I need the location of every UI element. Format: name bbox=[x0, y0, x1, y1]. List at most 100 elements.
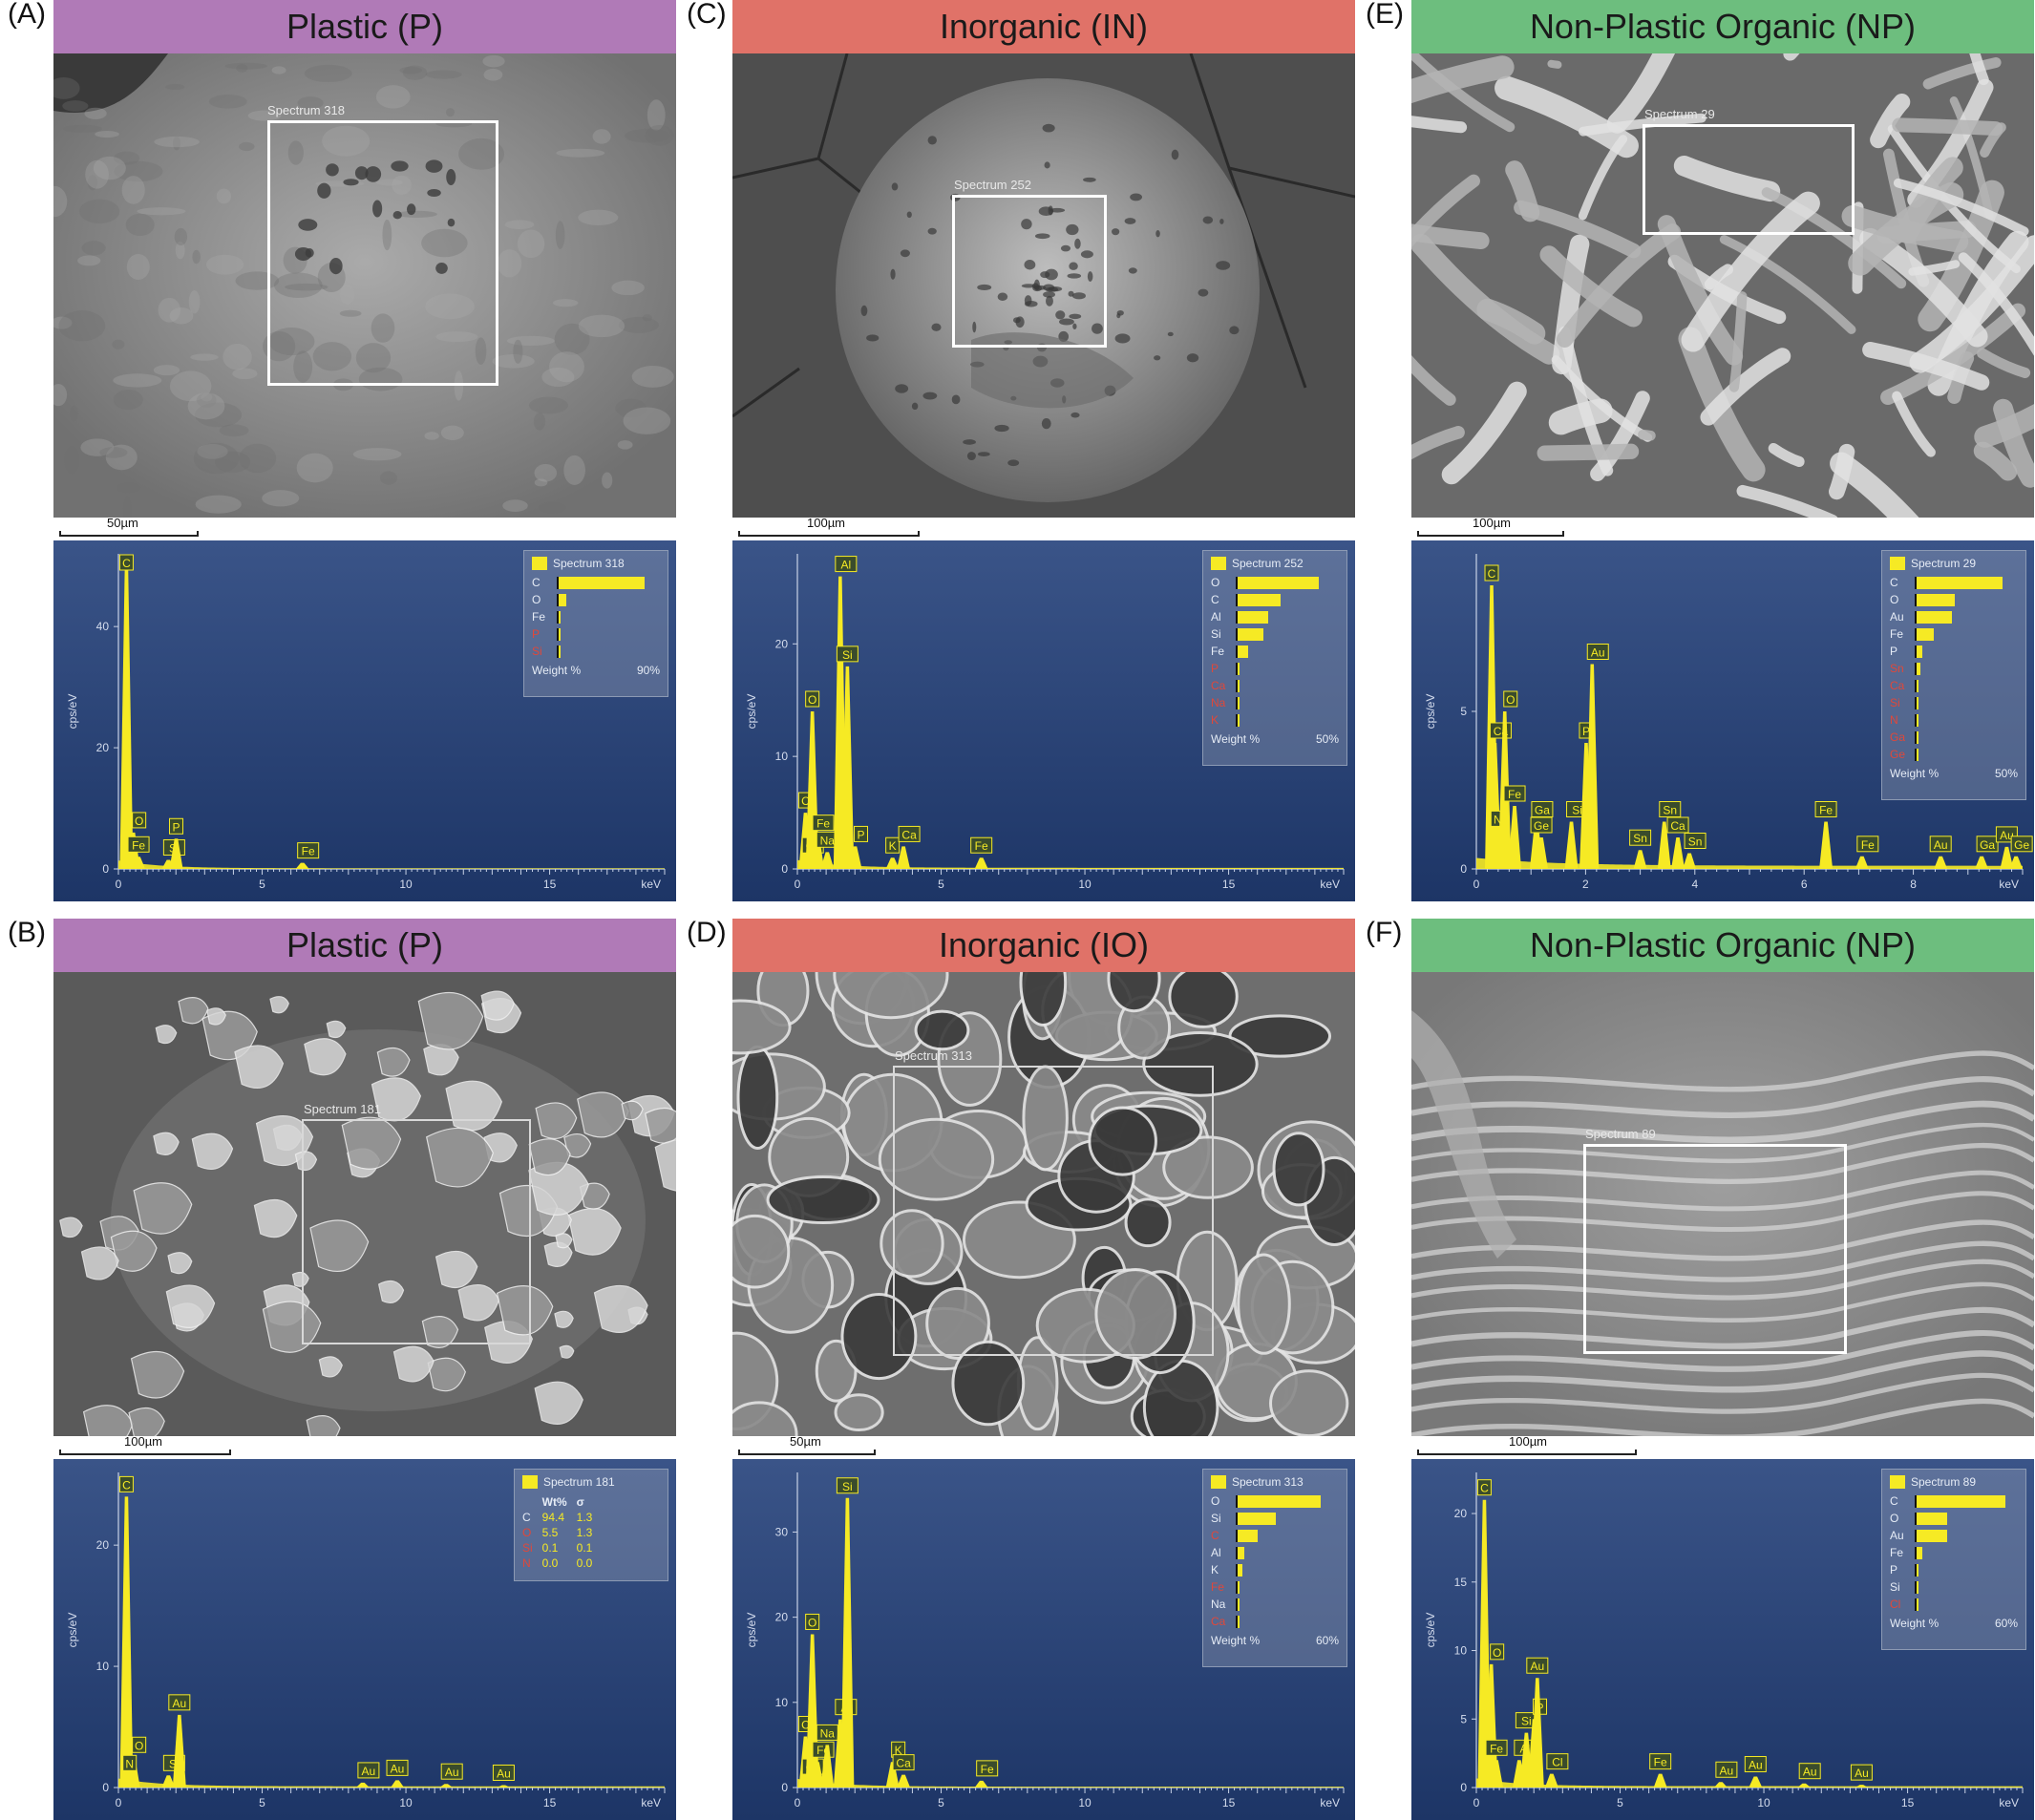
svg-text:C: C bbox=[801, 794, 810, 808]
panel-e: (E) Non-Plastic Organic (NP) Spectrum 29… bbox=[1366, 0, 2034, 901]
peak-label: Ca bbox=[1489, 722, 1512, 739]
x-axis-label: keV bbox=[1999, 1796, 2019, 1809]
peak-label: Na bbox=[816, 831, 838, 848]
peak-label: Au bbox=[1744, 1756, 1767, 1773]
y-axis-label: cps/eV bbox=[66, 694, 79, 730]
x-tick-label: 0 bbox=[116, 878, 122, 891]
panel-banner: Non-Plastic Organic (NP) bbox=[1411, 0, 2034, 53]
svg-text:C: C bbox=[122, 557, 131, 570]
x-tick-label: 15 bbox=[1901, 1796, 1915, 1809]
svg-text:Au: Au bbox=[1934, 838, 1948, 852]
panel-a: (A) Plastic (P) Spectrum 318 50µm 0 20 40 0… bbox=[8, 0, 676, 901]
peak-label: Au bbox=[168, 1694, 191, 1711]
x-tick-label: 5 bbox=[1617, 1796, 1623, 1809]
svg-text:Si: Si bbox=[1572, 804, 1582, 817]
legend-bar bbox=[1917, 1494, 2006, 1508]
svg-text:Fe: Fe bbox=[1819, 804, 1833, 817]
legend-footer-label: Weight % bbox=[532, 664, 582, 677]
panel-banner: Inorganic (IN) bbox=[732, 0, 1355, 53]
scale-bar-label: 50µm bbox=[107, 516, 138, 530]
svg-text:Au: Au bbox=[1749, 1759, 1763, 1772]
peak-label: Ca bbox=[898, 825, 921, 842]
svg-text:Au: Au bbox=[172, 1697, 186, 1710]
svg-text:K: K bbox=[889, 839, 897, 853]
spectrum-peak bbox=[811, 1762, 825, 1788]
svg-text:Sn: Sn bbox=[1633, 832, 1647, 845]
legend-bar bbox=[559, 593, 567, 606]
legend-title: Spectrum 89 bbox=[1911, 1475, 1977, 1489]
peak-label: Au bbox=[1586, 644, 1609, 660]
svg-text:O: O bbox=[808, 1616, 816, 1629]
legend-row: C bbox=[1882, 1492, 2025, 1510]
spectrum-peak bbox=[119, 1496, 134, 1788]
legend-row: Si bbox=[524, 643, 668, 660]
x-tick-label: 8 bbox=[1910, 878, 1917, 891]
x-tick-label: 15 bbox=[543, 878, 557, 891]
spectrum-peak bbox=[355, 1782, 370, 1788]
legend-bar bbox=[1238, 645, 1248, 658]
x-tick-label: 5 bbox=[259, 1796, 265, 1809]
eds-spectrum: 0102030051015cps/eVkeVCCaOFeNaAlSiKCaFeS… bbox=[732, 1459, 1355, 1820]
svg-text:Na: Na bbox=[820, 1726, 836, 1740]
roi-box bbox=[893, 1066, 1214, 1356]
svg-text:P: P bbox=[1582, 725, 1590, 738]
peak-label: Na bbox=[816, 1724, 838, 1741]
x-axis-label: keV bbox=[1320, 1796, 1340, 1809]
svg-text:Fe: Fe bbox=[1654, 1756, 1667, 1769]
roi-label: Spectrum 318 bbox=[267, 103, 345, 117]
legend-row: C bbox=[1882, 574, 2025, 591]
x-tick-label: 0 bbox=[116, 1796, 122, 1809]
eds-legend: Spectrum 252 O C Al Si Fe P Ca Na K Weight % 50% bbox=[1202, 550, 1347, 766]
peak-label: Fe bbox=[297, 842, 320, 859]
x-tick-label: 5 bbox=[938, 878, 944, 891]
spectrum-peak bbox=[1797, 1783, 1812, 1788]
y-tick-label: 20 bbox=[775, 637, 789, 650]
panel-banner: Non-Plastic Organic (NP) bbox=[1411, 919, 2034, 972]
legend-bar bbox=[1917, 748, 1918, 761]
svg-text:Sn: Sn bbox=[1663, 804, 1677, 817]
roi-label: Spectrum 89 bbox=[1585, 1127, 1656, 1141]
y-axis-label: cps/eV bbox=[1424, 694, 1437, 730]
spectrum-peak bbox=[1633, 850, 1647, 869]
spectrum-peak bbox=[811, 835, 825, 869]
legend-row: O bbox=[1203, 1492, 1346, 1510]
legend-bar bbox=[1917, 1546, 1923, 1559]
peak-label: Fe bbox=[812, 815, 835, 832]
spectrum-peak bbox=[885, 1762, 900, 1788]
legend-title: Spectrum 313 bbox=[1232, 1475, 1304, 1489]
svg-text:O: O bbox=[135, 815, 143, 828]
spectrum-peak bbox=[1530, 1678, 1544, 1788]
legend-title: Spectrum 29 bbox=[1911, 557, 1977, 570]
svg-text:Au: Au bbox=[1530, 1660, 1544, 1673]
spectrum-peak bbox=[1683, 853, 1697, 869]
legend-title: Spectrum 181 bbox=[543, 1475, 615, 1489]
svg-text:Cl: Cl bbox=[1552, 1756, 1562, 1769]
peak-label: Au bbox=[1715, 1761, 1738, 1778]
legend-bar bbox=[1917, 645, 1923, 658]
legend-row: O bbox=[1203, 574, 1346, 591]
panel-d: (D) Inorganic (IO) Spectrum 313 50µm 0 10… bbox=[687, 917, 1355, 1820]
peak-label: Au bbox=[1850, 1764, 1873, 1781]
svg-text:Fe: Fe bbox=[302, 845, 315, 858]
peak-label: Sn bbox=[1684, 833, 1706, 849]
legend-row: N bbox=[1882, 711, 2025, 729]
legend-bar bbox=[1238, 1615, 1240, 1628]
spectrum-peak bbox=[840, 1497, 855, 1788]
legend-bar bbox=[1238, 1598, 1240, 1611]
svg-text:Au: Au bbox=[445, 1766, 459, 1779]
eds-spectrum: 01020051015cps/eVkeVCCaOFeNaAlSiPKCaFeSp… bbox=[732, 540, 1355, 901]
peak-label: P bbox=[854, 825, 869, 842]
svg-text:N: N bbox=[1494, 813, 1502, 826]
y-axis-label: cps/eV bbox=[66, 1613, 79, 1648]
peak-label: Au bbox=[492, 1764, 515, 1781]
x-tick-label: 15 bbox=[1222, 1796, 1236, 1809]
legend-footer-scale: 60% bbox=[1994, 1617, 2018, 1630]
svg-text:Si: Si bbox=[169, 1757, 180, 1770]
legend-title: Spectrum 252 bbox=[1232, 557, 1304, 570]
legend-row: Fe bbox=[1882, 625, 2025, 643]
spectrum-peak bbox=[897, 1774, 911, 1788]
legend-bar bbox=[1238, 1494, 1321, 1508]
legend-row: K bbox=[1203, 711, 1346, 729]
legend-row: O bbox=[524, 591, 668, 608]
